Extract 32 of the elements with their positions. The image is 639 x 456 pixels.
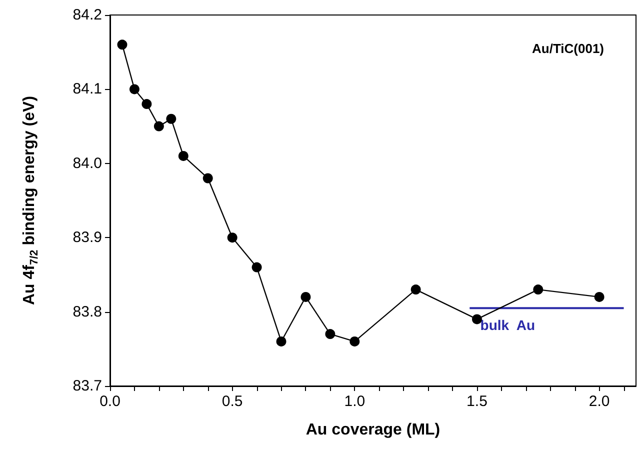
point: [252, 262, 262, 272]
y-tick-label: 84.1: [72, 80, 102, 98]
y-tick-label: 83.9: [72, 229, 102, 246]
y-tick-label: 83.7: [72, 378, 102, 394]
y-tick-label: 83.8: [72, 303, 102, 320]
x-tick-label: 0.0: [100, 393, 120, 410]
point: [117, 40, 128, 50]
point: [166, 114, 176, 124]
point: [594, 292, 604, 302]
y-axis-title: Au 4f7/2 binding energy (eV): [21, 96, 40, 306]
point: [142, 99, 152, 110]
x-tick-label: 1.5: [466, 393, 488, 410]
series-label: bulk Au: [480, 317, 535, 334]
y-tick-label: 84.0: [72, 154, 102, 172]
y-tick-label: 84.2: [72, 6, 102, 24]
point: [300, 292, 311, 302]
x-axis-title: Au coverage (ML): [306, 422, 440, 438]
point: [178, 150, 188, 161]
point: [154, 121, 164, 132]
annotation: Au/TiC(001): [532, 41, 604, 56]
point: [227, 232, 238, 243]
x-tick-label: 0.5: [222, 393, 243, 410]
point: [276, 336, 286, 346]
x-tick-label: 1.0: [344, 393, 366, 410]
x-tick-label: 2.0: [588, 393, 610, 410]
point: [350, 336, 360, 346]
point: [129, 84, 140, 94]
point: [533, 284, 544, 295]
point: [472, 314, 482, 324]
point: [325, 329, 336, 340]
point: [410, 284, 421, 295]
point: [202, 173, 213, 184]
